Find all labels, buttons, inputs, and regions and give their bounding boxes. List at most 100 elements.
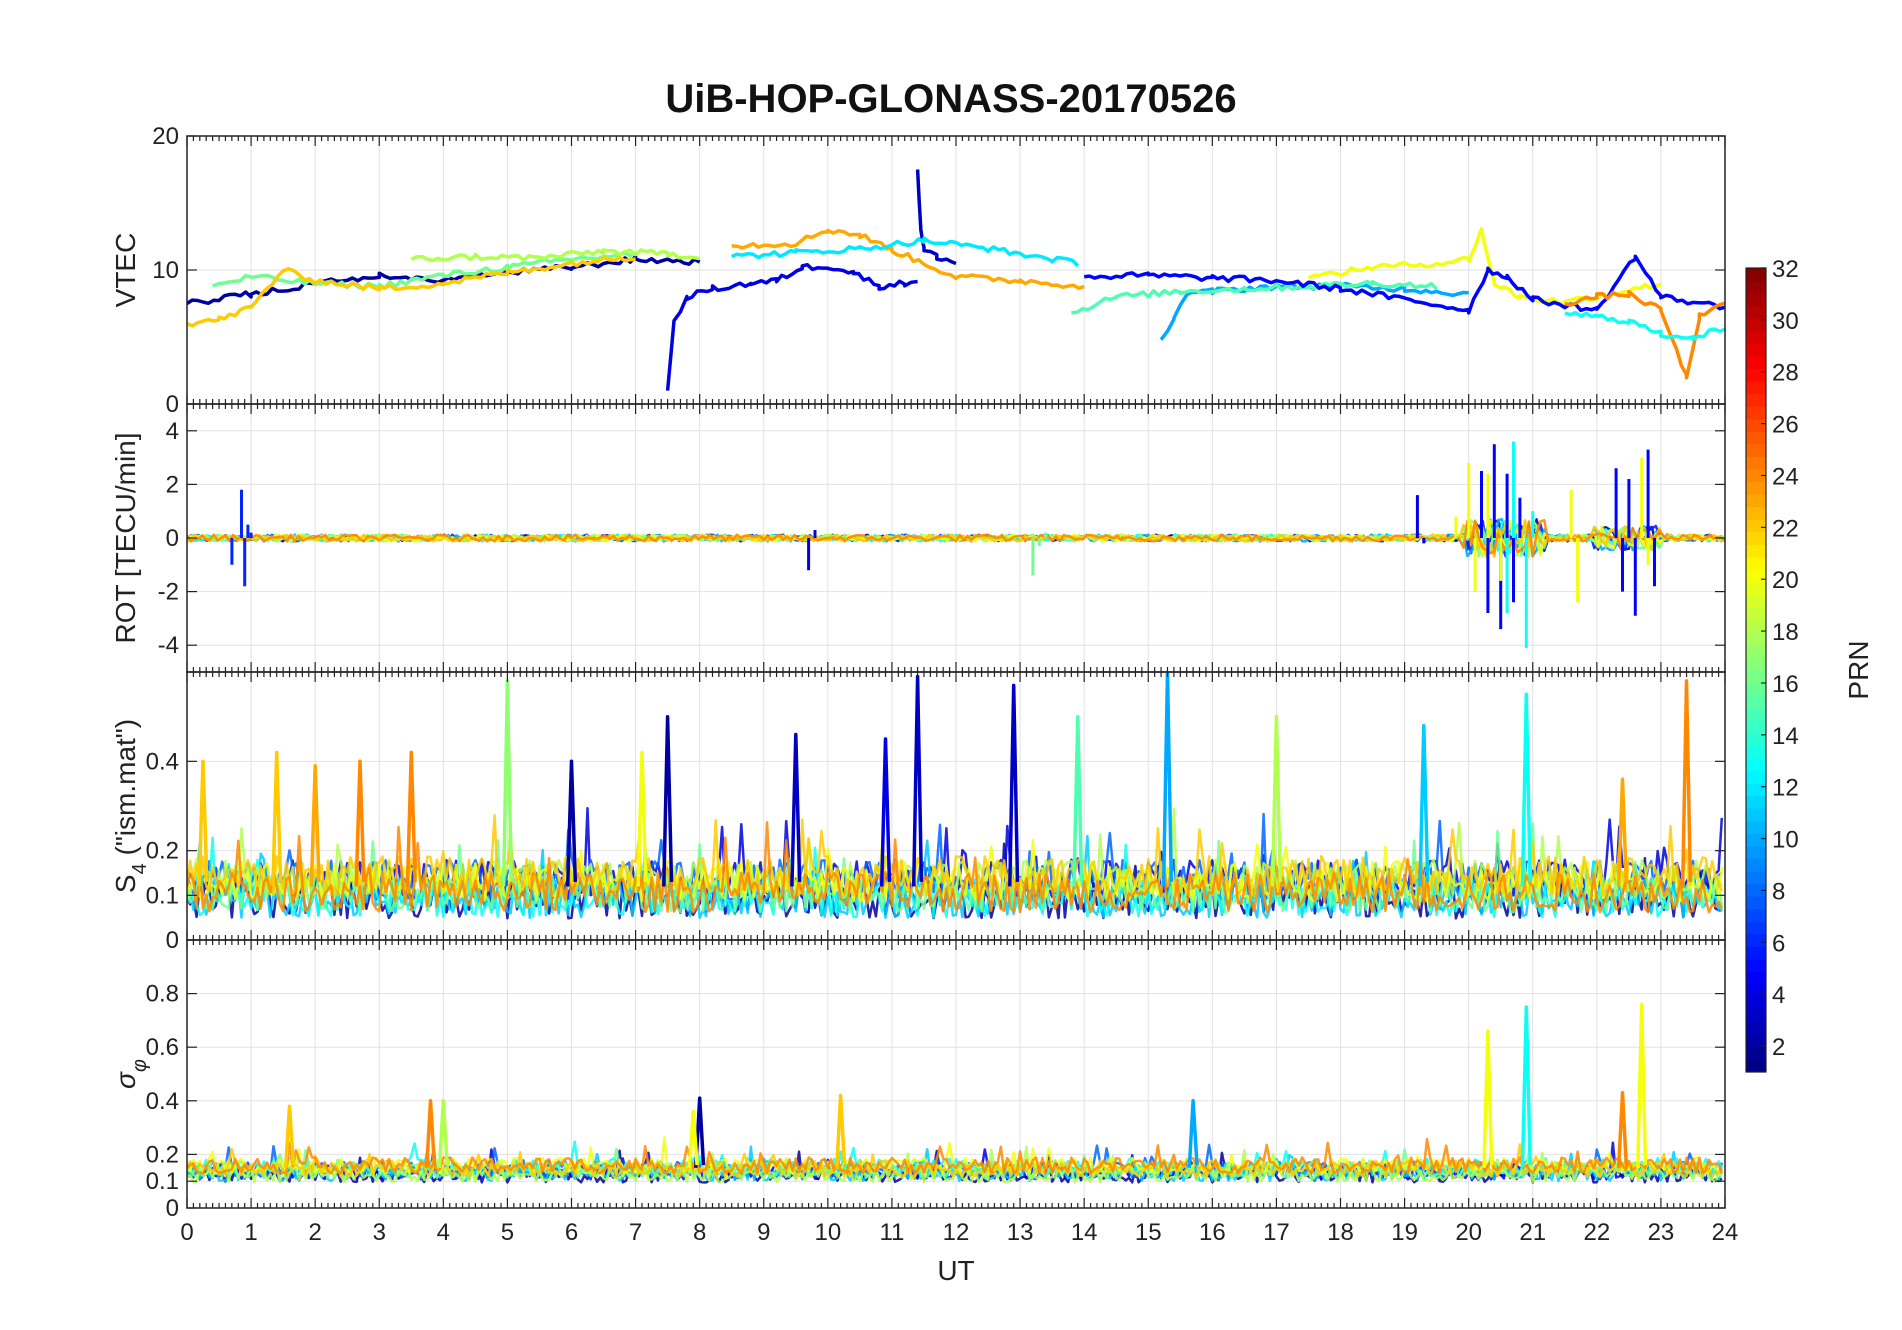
spike-series-prn-16 bbox=[1031, 532, 1048, 576]
colorbar-swatch bbox=[1746, 670, 1766, 684]
colorbar-tick-label: 10 bbox=[1772, 827, 1799, 854]
x-tick-label: 24 bbox=[1712, 1219, 1739, 1246]
y-tick-label: 0.2 bbox=[146, 838, 179, 865]
colorbar-swatch bbox=[1746, 984, 1766, 998]
colorbar-swatch bbox=[1746, 569, 1766, 583]
s4-x-ticks bbox=[186, 672, 1726, 940]
x-tick-label: 21 bbox=[1519, 1219, 1546, 1246]
y-tick-label: 0 bbox=[166, 391, 179, 418]
colorbar-swatch bbox=[1746, 745, 1766, 759]
series-line-prn-18 bbox=[410, 248, 701, 263]
noise-trace-prn-18 bbox=[187, 807, 1723, 900]
spike-series-prn-5-disturbed- bbox=[1480, 444, 1656, 630]
x-tick-label: 10 bbox=[814, 1219, 841, 1246]
peak-mark-6 bbox=[1187, 1099, 1199, 1168]
colorbar-swatch bbox=[1746, 607, 1766, 621]
peak-mark-3 bbox=[354, 759, 366, 887]
peak-mark-9 bbox=[1616, 1091, 1629, 1168]
rot-data bbox=[187, 441, 1725, 648]
peak-mark-10 bbox=[1636, 1002, 1648, 1168]
spike-series-prn-4 bbox=[807, 495, 1426, 571]
colorbar-swatch bbox=[1746, 368, 1766, 382]
colorbar-swatch bbox=[1746, 1034, 1766, 1048]
y-tick-label: 0.6 bbox=[146, 1034, 179, 1061]
colorbar-swatch bbox=[1746, 519, 1766, 533]
y-tick-label: 0.4 bbox=[146, 748, 179, 775]
colorbar-swatch bbox=[1746, 971, 1766, 985]
colorbar-swatch bbox=[1746, 582, 1766, 596]
peak-mark-0 bbox=[197, 759, 209, 887]
colorbar-swatch bbox=[1746, 795, 1766, 809]
colorbar-swatch bbox=[1746, 481, 1766, 495]
sigma-x-ticks bbox=[186, 940, 1726, 1208]
colorbar-tick-label: 2 bbox=[1772, 1034, 1785, 1061]
x-tick-label: 1 bbox=[244, 1219, 257, 1246]
colorbar-swatch bbox=[1746, 833, 1766, 847]
colorbar-swatch bbox=[1746, 305, 1766, 319]
peak-mark-11 bbox=[911, 674, 924, 887]
colorbar-swatch bbox=[1746, 958, 1766, 972]
colorbar-swatch bbox=[1746, 318, 1766, 332]
colorbar-swatch bbox=[1746, 996, 1766, 1010]
colorbar-swatch bbox=[1746, 783, 1766, 797]
colorbar-tick-label: 4 bbox=[1772, 982, 1785, 1009]
noise-trace-prn-24 bbox=[187, 1138, 1723, 1175]
peak-mark-0 bbox=[283, 1104, 296, 1168]
series-line-prn-23 bbox=[731, 228, 1085, 291]
series-line-prn-15 bbox=[1071, 279, 1438, 315]
sigma-y-axis-label: σφ bbox=[110, 1059, 151, 1089]
x-tick-label: 22 bbox=[1583, 1219, 1610, 1246]
series-line-prn-5 bbox=[1084, 254, 1725, 315]
colorbar-tick-label: 28 bbox=[1772, 360, 1799, 387]
x-tick-label: 16 bbox=[1199, 1219, 1226, 1246]
series-line-prn-22 bbox=[187, 255, 636, 328]
colorbar-swatch bbox=[1746, 544, 1766, 558]
peak-mark-19 bbox=[1616, 777, 1629, 887]
colorbar-swatch bbox=[1746, 393, 1766, 407]
spike-series-prn-13-disturbed- bbox=[1505, 441, 1535, 648]
ylabel-symbol: S bbox=[110, 874, 141, 893]
colorbar-swatch bbox=[1746, 506, 1766, 520]
colorbar-tick-label: 26 bbox=[1772, 412, 1799, 439]
colorbar-swatch bbox=[1746, 456, 1766, 470]
colorbar-swatch bbox=[1746, 896, 1766, 910]
y-tick-label: 0 bbox=[166, 1195, 179, 1222]
colorbar-tick-label: 14 bbox=[1772, 723, 1799, 750]
series-line-prn-20 bbox=[1307, 226, 1662, 306]
peak-mark-10 bbox=[879, 737, 892, 887]
colorbar-swatch bbox=[1746, 1021, 1766, 1035]
peak-mark-16 bbox=[1418, 723, 1430, 887]
panel-vtec: 0 10 20 VTEC bbox=[110, 123, 1726, 418]
colorbar-swatch bbox=[1746, 531, 1766, 545]
vtec-data bbox=[187, 169, 1725, 391]
x-tick-label: 6 bbox=[565, 1219, 578, 1246]
x-tick-label: 18 bbox=[1327, 1219, 1354, 1246]
colorbar-swatch bbox=[1746, 946, 1766, 960]
colorbar-swatch bbox=[1746, 682, 1766, 696]
y-tick-label: 0.8 bbox=[146, 981, 179, 1008]
peak-mark-9 bbox=[790, 732, 802, 887]
ylabel-rest: ("ism.mat") bbox=[110, 719, 141, 863]
x-tick-label: 17 bbox=[1263, 1219, 1290, 1246]
peak-mark-7 bbox=[1482, 1029, 1494, 1168]
colorbar-swatch bbox=[1746, 494, 1766, 508]
chart-title: UiB-HOP-GLONASS-20170526 bbox=[665, 77, 1236, 121]
colorbar-swatch bbox=[1746, 732, 1766, 746]
rot-y-axis-label: ROT [TECU/min] bbox=[110, 432, 141, 643]
colorbar-swatch bbox=[1746, 757, 1766, 771]
colorbar-swatch bbox=[1746, 268, 1766, 282]
vtec-grid bbox=[187, 135, 1725, 405]
colorbar-tick-label: 24 bbox=[1772, 463, 1799, 490]
x-tick-label: 7 bbox=[629, 1219, 642, 1246]
colorbar-swatch bbox=[1746, 343, 1766, 357]
colorbar-swatch bbox=[1746, 469, 1766, 483]
colorbar-swatch bbox=[1746, 820, 1766, 834]
y-tick-label: 0.1 bbox=[146, 882, 179, 909]
ylabel-subscript: 4 bbox=[129, 863, 151, 874]
x-tick-label: 0 bbox=[180, 1219, 193, 1246]
peak-mark-2 bbox=[437, 1099, 449, 1168]
x-tick-label: 5 bbox=[501, 1219, 514, 1246]
s4-y-axis-label: S4 ("ism.mat") bbox=[110, 719, 151, 893]
